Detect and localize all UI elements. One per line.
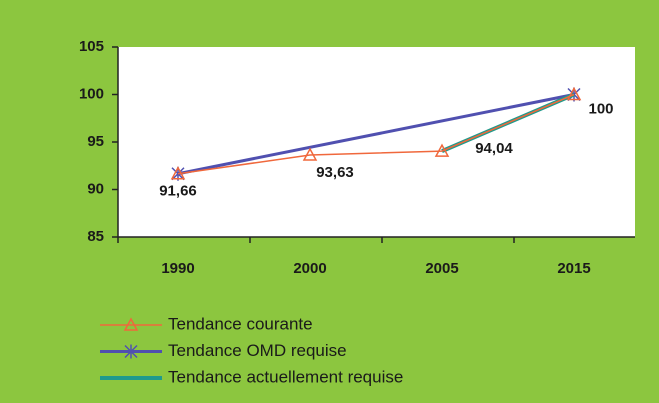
legend-marker	[123, 317, 139, 331]
point-marker	[170, 166, 186, 180]
data-label: 93,63	[316, 164, 354, 181]
point-marker	[566, 86, 582, 101]
data-label: 91,66	[159, 183, 197, 200]
y-tick-label: 95	[87, 133, 104, 150]
y-tick-label: 105	[79, 38, 104, 55]
series-line	[177, 93, 575, 175]
x-tick-label: 1990	[161, 260, 194, 277]
point-marker	[302, 147, 318, 161]
legend-marker	[124, 344, 138, 359]
x-tick-label: 2015	[557, 260, 590, 277]
y-tick-label: 85	[87, 228, 104, 245]
legend-label: Tendance actuellement requise	[168, 367, 403, 386]
point-marker	[434, 143, 450, 157]
legend-label: Tendance OMD requise	[168, 341, 347, 360]
y-tick-label: 100	[79, 85, 104, 102]
x-tick-label: 2000	[293, 260, 326, 277]
x-tick-label: 2005	[425, 260, 458, 277]
plot-area	[118, 47, 635, 237]
data-label: 100	[588, 100, 613, 117]
y-tick-label: 90	[87, 180, 104, 197]
series-line	[177, 93, 575, 176]
data-label: 94,04	[475, 140, 513, 157]
legend-label: Tendance courante	[168, 314, 313, 333]
